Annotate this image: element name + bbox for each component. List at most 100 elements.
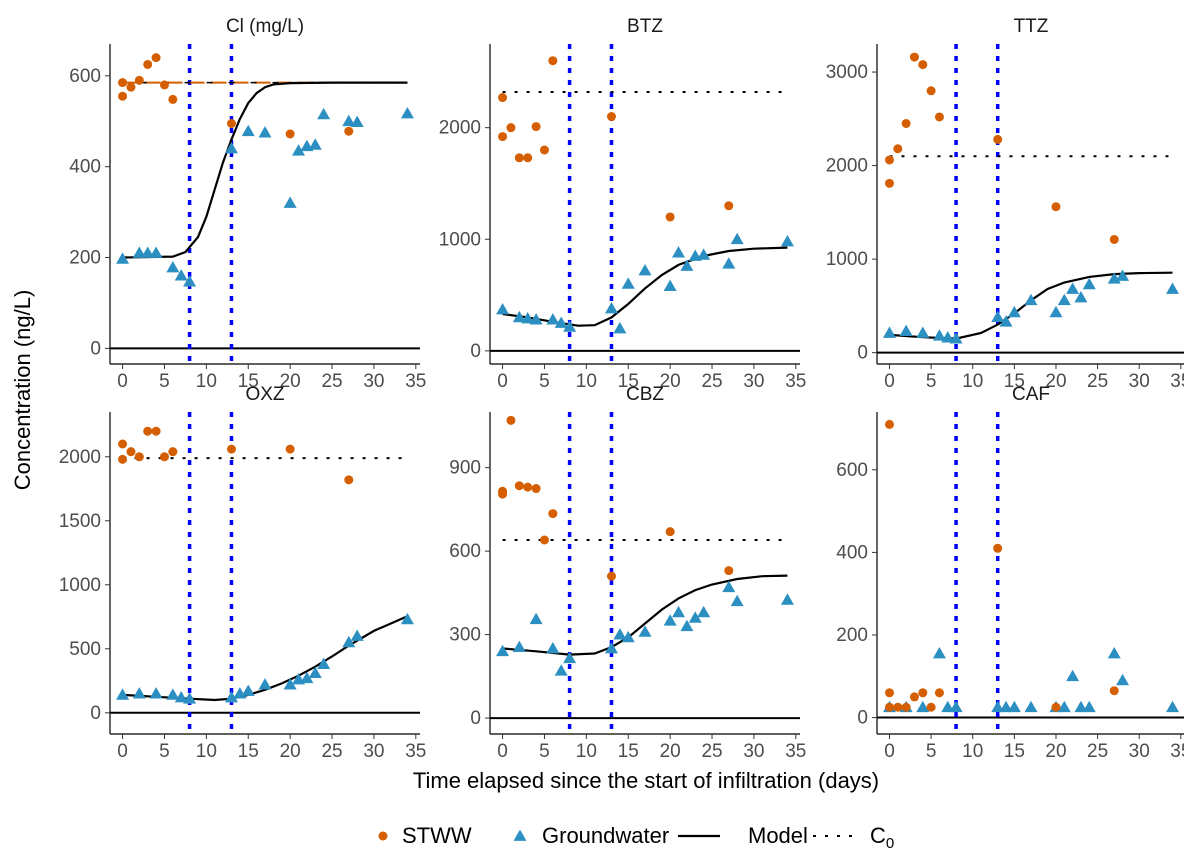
- x-tick-label: 25: [321, 741, 342, 762]
- x-tick-label: 0: [884, 741, 895, 762]
- groundwater-point: [999, 700, 1013, 713]
- stww-point: [1051, 202, 1061, 212]
- panel-title: CBZ: [626, 384, 664, 405]
- x-tick-label: 35: [785, 741, 806, 762]
- groundwater-point: [916, 700, 930, 713]
- groundwater-point: [1107, 647, 1121, 659]
- stww-point: [168, 447, 178, 457]
- y-tick-label: 400: [836, 542, 868, 563]
- legend-item-groundwater: Groundwater: [513, 823, 669, 848]
- groundwater-point: [1166, 282, 1180, 294]
- stww-point: [168, 94, 178, 104]
- groundwater-point: [141, 246, 155, 258]
- y-tick-label: 1000: [59, 575, 101, 596]
- legend-label: Model: [748, 823, 808, 848]
- stww-point: [226, 119, 236, 128]
- groundwater-point: [350, 629, 364, 641]
- stww-point: [531, 122, 541, 132]
- groundwater-point: [1024, 700, 1038, 713]
- groundwater-point: [224, 690, 238, 703]
- stww-point: [606, 112, 616, 122]
- stww-point: [514, 481, 524, 491]
- groundwater-point: [621, 630, 635, 643]
- x-tick-label: 20: [660, 741, 681, 762]
- panel-oxz: OXZ 0 500 1000 1500 2000 0 5 10 15 20 25 30 35: [59, 384, 427, 762]
- groundwater-point: [546, 313, 560, 325]
- legend-groundwater-symbol: [513, 829, 527, 841]
- x-tick-label: 5: [926, 741, 937, 762]
- x-tick-label: 30: [363, 371, 384, 392]
- groundwater-point: [941, 331, 955, 343]
- x-axis-title: Time elapsed since the start of infiltra…: [413, 768, 879, 793]
- stww-point: [143, 426, 153, 436]
- groundwater-point: [241, 684, 255, 696]
- groundwater-point: [991, 700, 1005, 713]
- stww-point: [606, 571, 616, 581]
- x-tick-label: 35: [1170, 741, 1184, 762]
- groundwater-point: [496, 644, 510, 657]
- stww-point: [151, 53, 161, 63]
- stww-point: [514, 153, 524, 163]
- y-tick-label: 600: [836, 460, 868, 481]
- x-tick-label: 10: [962, 371, 983, 392]
- stww-point: [159, 452, 169, 462]
- groundwater-point: [342, 114, 356, 127]
- panel-cl-mg-l-: Cl (mg/L) 0 200 400 600 0 5 10 15 20 25 30 35: [69, 16, 426, 392]
- x-tick-label: 35: [405, 741, 426, 762]
- groundwater-point: [512, 310, 526, 323]
- stww-point: [134, 75, 144, 85]
- groundwater-point: [563, 651, 577, 664]
- y-tick-label: 0: [857, 708, 868, 729]
- groundwater-point: [688, 611, 702, 623]
- groundwater-point: [529, 313, 543, 325]
- stww-point: [884, 178, 894, 188]
- legend-label: Groundwater: [542, 823, 669, 848]
- groundwater-point: [663, 614, 677, 626]
- stww-point: [884, 155, 894, 165]
- stww-point: [226, 444, 236, 454]
- groundwater-point: [174, 269, 188, 281]
- stww-point: [531, 484, 541, 494]
- stww-point: [151, 426, 161, 436]
- y-axis-title: Concentration (ng/L): [10, 290, 35, 491]
- groundwater-point: [941, 700, 955, 713]
- x-tick-label: 30: [743, 741, 764, 762]
- stww-point: [506, 123, 516, 133]
- groundwater-point: [1074, 700, 1088, 713]
- y-tick-label: 0: [470, 341, 481, 362]
- y-tick-label: 1000: [826, 249, 868, 270]
- model-line: [889, 271, 1173, 340]
- groundwater-point: [663, 279, 677, 292]
- legend-label: C0: [870, 823, 894, 852]
- panel-title: OXZ: [245, 384, 284, 405]
- legend-label-subscript: 0: [886, 835, 894, 852]
- stww-point: [934, 688, 944, 698]
- x-tick-label: 10: [962, 741, 983, 762]
- groundwater-point: [132, 687, 146, 699]
- stww-point: [1109, 234, 1119, 244]
- groundwater-point: [241, 124, 255, 137]
- groundwater-point: [1066, 282, 1080, 294]
- groundwater-point: [638, 264, 652, 276]
- stww-point: [118, 454, 128, 464]
- groundwater-point: [899, 324, 913, 337]
- groundwater-point: [400, 612, 414, 625]
- groundwater-point: [991, 310, 1005, 322]
- panel-btz: BTZ 0 1000 2000 0 5 10 15 20 25 30 35: [439, 16, 807, 392]
- groundwater-point: [292, 144, 306, 156]
- stww-point: [1051, 702, 1061, 712]
- x-tick-label: 5: [159, 371, 170, 392]
- x-tick-label: 10: [576, 371, 597, 392]
- stww-point: [724, 566, 734, 576]
- groundwater-point: [350, 115, 364, 128]
- y-tick-label: 0: [857, 343, 868, 364]
- groundwater-point: [780, 593, 794, 605]
- panel-title: BTZ: [627, 16, 663, 37]
- groundwater-point: [300, 671, 314, 684]
- y-tick-label: 600: [69, 66, 101, 87]
- stww-point: [344, 126, 354, 136]
- panel-title: TTZ: [1014, 16, 1049, 37]
- groundwater-point: [1116, 673, 1130, 686]
- y-tick-label: 0: [470, 708, 481, 729]
